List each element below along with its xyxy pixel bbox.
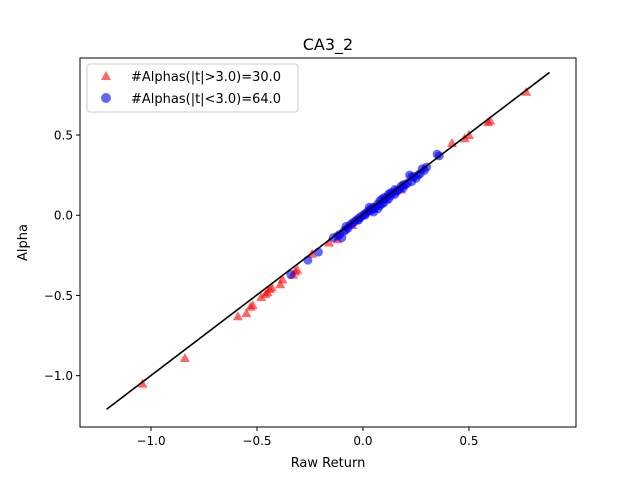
x-tick-label: 0.5	[459, 434, 478, 448]
y-tick-label: −0.5	[44, 289, 73, 303]
fit-line	[106, 71, 550, 410]
point-significant	[247, 300, 258, 310]
legend-marker-triangle	[101, 71, 111, 80]
y-axis: −1.0 −0.5 0.0 0.5	[44, 129, 80, 383]
point-significant	[485, 115, 496, 125]
x-tick-label: 0.0	[353, 434, 372, 448]
x-tick-label: −1.0	[136, 434, 165, 448]
point-insignificant	[354, 215, 364, 225]
point-significant	[241, 308, 252, 318]
y-axis-label: Alpha	[16, 224, 31, 261]
y-tick-label: 0.0	[54, 209, 73, 223]
legend-box	[86, 63, 299, 113]
point-insignificant	[286, 270, 296, 280]
legend: #Alphas(|t|>3.0)=30.0 #Alphas(|t|<3.0)=6…	[86, 63, 299, 113]
x-axis-label: Raw Return	[291, 456, 366, 471]
point-significant	[521, 86, 532, 96]
legend-marker-circle	[101, 93, 111, 103]
x-axis: −1.0 −0.5 0.0 0.5	[136, 427, 479, 448]
point-significant	[137, 378, 148, 388]
plot-area	[106, 71, 550, 410]
point-significant	[179, 353, 190, 363]
point-significant	[324, 237, 335, 247]
axes-frame	[79, 57, 577, 428]
point-insignificant	[360, 210, 370, 220]
x-tick-label: −0.5	[242, 434, 271, 448]
chart-title: CA3_2	[303, 35, 353, 55]
legend-label-insignificant: #Alphas(|t|<3.0)=64.0	[131, 92, 281, 107]
point-significant	[266, 282, 277, 292]
y-tick-label: 0.5	[54, 129, 73, 143]
point-significant	[277, 274, 288, 284]
y-tick-label: −1.0	[44, 369, 73, 383]
legend-label-significant: #Alphas(|t|>3.0)=30.0	[131, 70, 281, 85]
point-significant	[292, 264, 303, 274]
point-significant	[232, 311, 243, 321]
point-insignificant	[377, 199, 387, 209]
point-significant	[275, 279, 286, 289]
